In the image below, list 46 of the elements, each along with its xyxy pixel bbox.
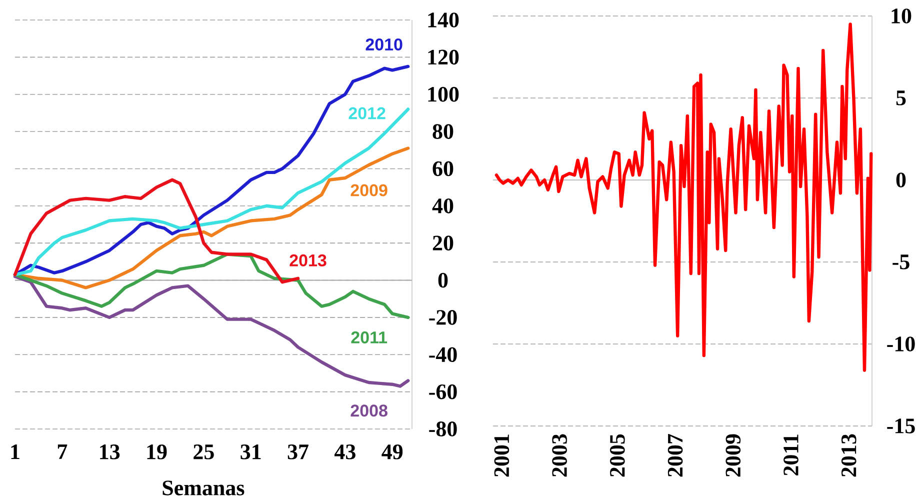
y-tick-label: -5 [892,254,910,270]
x-tick-label: 37 [288,444,308,460]
x-axis-title: Semanas [162,480,244,496]
line-series [13,108,410,276]
y-tick-label: 10 [892,8,912,24]
line-series [13,274,410,388]
series-label: 2010 [366,38,402,50]
x-tick-label: 2011 [784,434,798,476]
x-tick-label: 2003 [552,434,567,477]
x-tick-label: 1 [11,444,20,460]
x-tick-label: 2007 [668,434,683,477]
x-tick-label: 7 [58,444,68,459]
y-tick-label: 140 [428,12,459,28]
y-tick-label: 0 [438,272,448,288]
x-tick-label: 49 [382,444,403,460]
series-label: 2008 [350,404,388,417]
x-tick-label: 2005 [610,434,625,477]
series-label: 2013 [290,254,326,266]
y-tick-label: -10 [887,336,915,352]
y-tick-label: -15 [887,418,915,434]
y-tick-label: 60 [432,161,454,176]
y-tick-label: 120 [428,50,459,65]
y-tick-label: -60 [429,384,457,400]
y-tick-label: 0 [896,172,906,188]
line-series [13,146,410,290]
x-tick-label: 13 [100,444,120,460]
y-tick-label: -80 [429,422,457,436]
line-series [13,252,410,320]
x-tick-label: 43 [334,444,356,460]
x-tick-label: 2001 [494,434,510,477]
x-tick-label: 2013 [841,434,856,477]
x-tick-label: 2009 [726,434,741,477]
x-tick-label: 31 [240,444,261,460]
y-tick-label: 80 [432,124,454,139]
series-label: 2011 [351,331,388,344]
series-label: 2009 [350,184,388,196]
y-tick-label: 40 [432,198,454,214]
y-tick-label: 20 [432,236,454,251]
y-tick-label: -40 [429,347,457,362]
line-series [494,22,873,372]
series-label: 2012 [348,107,386,120]
x-tick-label: 19 [147,444,167,460]
y-tick-label: -20 [429,310,457,325]
y-tick-label: 5 [896,90,906,106]
x-tick-label: 25 [194,444,214,460]
y-tick-label: 100 [428,86,459,102]
